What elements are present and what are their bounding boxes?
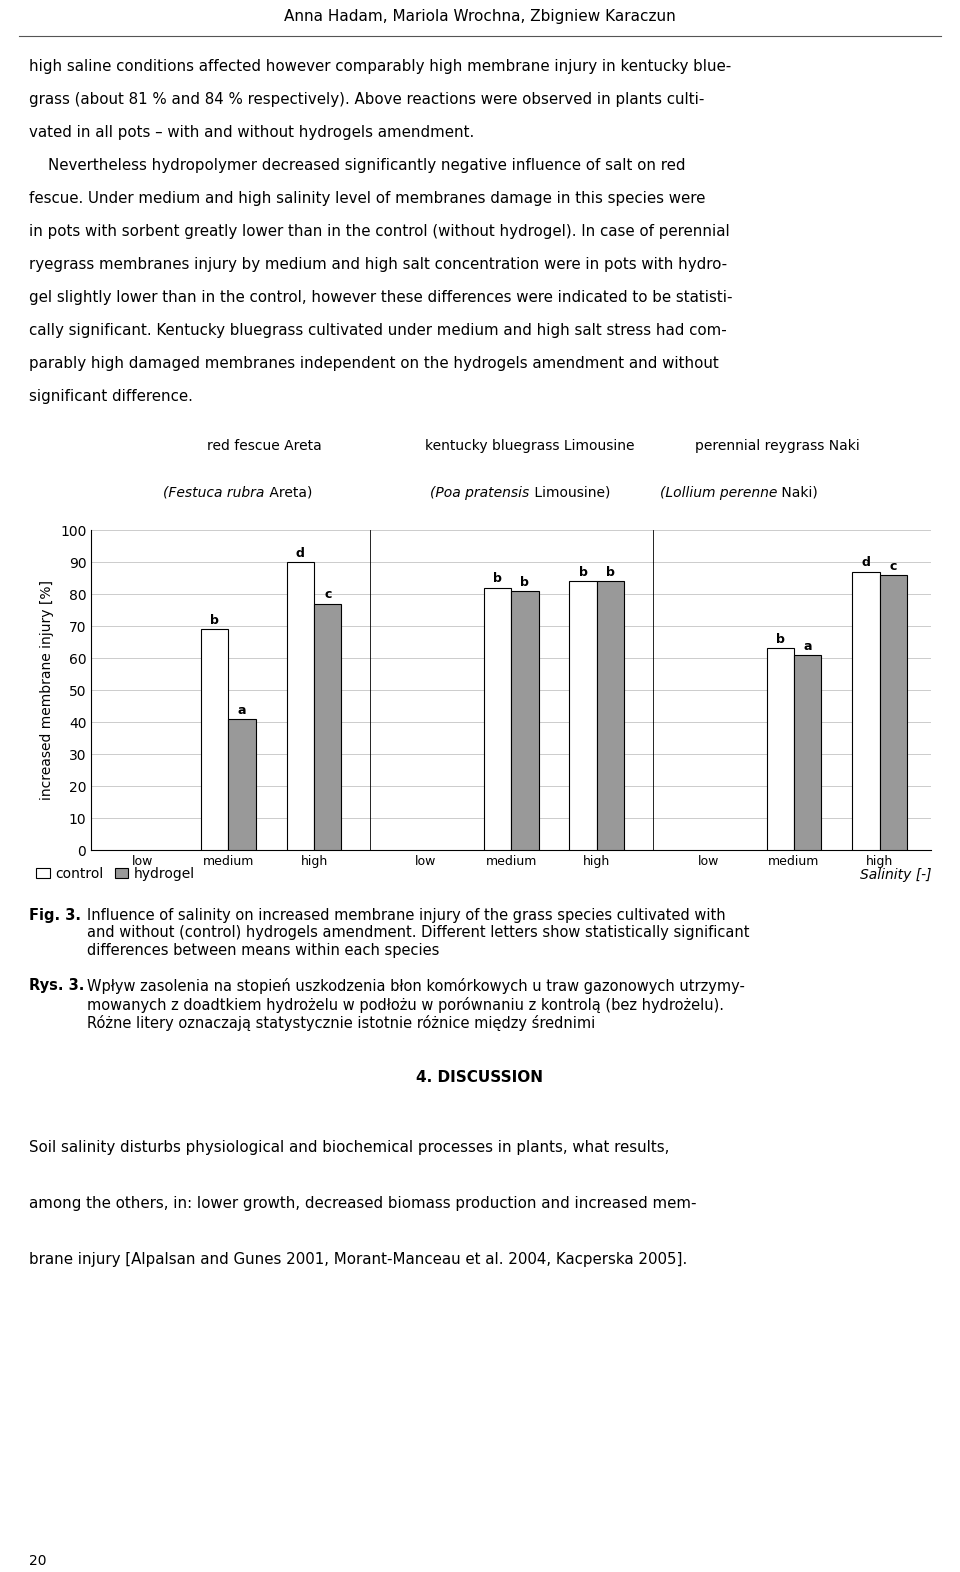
Text: among the others, in: lower growth, decreased biomass production and increased m: among the others, in: lower growth, decr… bbox=[29, 1196, 696, 1210]
Text: parably high damaged membranes independent on the hydrogels amendment and withou: parably high damaged membranes independe… bbox=[29, 355, 718, 371]
Y-axis label: increased membrane injury [%]: increased membrane injury [%] bbox=[40, 580, 55, 800]
Text: b: b bbox=[210, 615, 219, 627]
Text: significant difference.: significant difference. bbox=[29, 388, 193, 404]
Bar bbox=[512, 591, 539, 850]
Text: high saline conditions affected however comparably high membrane injury in kentu: high saline conditions affected however … bbox=[29, 60, 732, 74]
Text: a: a bbox=[804, 640, 812, 652]
Legend: control, hydrogel: control, hydrogel bbox=[36, 866, 195, 880]
Text: fescue. Under medium and high salinity level of membranes damage in this species: fescue. Under medium and high salinity l… bbox=[29, 192, 706, 206]
Bar bbox=[484, 588, 511, 850]
Text: ryegrass membranes injury by medium and high salt concentration were in pots wit: ryegrass membranes injury by medium and … bbox=[29, 256, 727, 272]
Text: perennial reygrass Naki: perennial reygrass Naki bbox=[695, 439, 860, 453]
Text: b: b bbox=[493, 572, 502, 585]
Bar bbox=[852, 572, 879, 850]
Bar bbox=[597, 582, 624, 850]
Text: in pots with sorbent greatly lower than in the control (without hydrogel). In ca: in pots with sorbent greatly lower than … bbox=[29, 223, 730, 239]
Text: gel slightly lower than in the control, however these differences were indicated: gel slightly lower than in the control, … bbox=[29, 289, 732, 305]
Text: b: b bbox=[776, 634, 784, 646]
Bar bbox=[201, 629, 228, 850]
Text: d: d bbox=[296, 547, 304, 560]
Text: a: a bbox=[238, 704, 247, 717]
Text: Influence of salinity on increased membrane injury of the grass species cultivat: Influence of salinity on increased membr… bbox=[87, 909, 750, 957]
Text: kentucky bluegrass Limousine: kentucky bluegrass Limousine bbox=[425, 439, 635, 453]
Text: c: c bbox=[324, 588, 331, 602]
Text: Limousine): Limousine) bbox=[530, 486, 610, 500]
Bar bbox=[569, 582, 597, 850]
Text: Naki): Naki) bbox=[778, 486, 818, 500]
Bar bbox=[794, 656, 822, 850]
Text: b: b bbox=[606, 566, 615, 578]
Bar bbox=[287, 563, 314, 850]
Text: (Poa pratensis: (Poa pratensis bbox=[430, 486, 530, 500]
Text: grass (about 81 % and 84 % respectively). Above reactions were observed in plant: grass (about 81 % and 84 % respectively)… bbox=[29, 93, 705, 107]
Text: d: d bbox=[862, 556, 871, 569]
Text: 20: 20 bbox=[29, 1555, 46, 1567]
Text: Soil salinity disturbs physiological and biochemical processes in plants, what r: Soil salinity disturbs physiological and… bbox=[29, 1140, 669, 1155]
Text: Wpływ zasolenia na stopień uszkodzenia błon komórkowych u traw gazonowych utrzym: Wpływ zasolenia na stopień uszkodzenia b… bbox=[87, 978, 745, 1031]
Text: cally significant. Kentucky bluegrass cultivated under medium and high salt stre: cally significant. Kentucky bluegrass cu… bbox=[29, 322, 727, 338]
Text: Nevertheless hydropolymer decreased significantly negative influence of salt on : Nevertheless hydropolymer decreased sign… bbox=[29, 159, 685, 173]
Text: b: b bbox=[579, 566, 588, 578]
Bar bbox=[879, 575, 907, 850]
Text: Salinity [-]: Salinity [-] bbox=[860, 868, 931, 882]
Text: 4. DISCUSSION: 4. DISCUSSION bbox=[417, 1071, 543, 1085]
Bar bbox=[767, 648, 794, 850]
Text: Anna Hadam, Mariola Wrochna, Zbigniew Karaczun: Anna Hadam, Mariola Wrochna, Zbigniew Ka… bbox=[284, 9, 676, 25]
Text: brane injury [Alpalsan and Gunes 2001, Morant-Manceau et al. 2004, Kacperska 200: brane injury [Alpalsan and Gunes 2001, M… bbox=[29, 1251, 687, 1267]
Bar bbox=[314, 604, 342, 850]
Bar bbox=[228, 718, 255, 850]
Text: (Lollium perenne: (Lollium perenne bbox=[660, 486, 778, 500]
Text: Areta): Areta) bbox=[265, 486, 312, 500]
Text: red fescue Areta: red fescue Areta bbox=[207, 439, 323, 453]
Text: vated in all pots – with and without hydrogels amendment.: vated in all pots – with and without hyd… bbox=[29, 126, 474, 140]
Text: c: c bbox=[890, 560, 898, 572]
Text: (Festuca rubra: (Festuca rubra bbox=[163, 486, 265, 500]
Text: b: b bbox=[520, 575, 529, 588]
Text: Fig. 3.: Fig. 3. bbox=[29, 909, 81, 923]
Text: Rys. 3.: Rys. 3. bbox=[29, 978, 84, 994]
